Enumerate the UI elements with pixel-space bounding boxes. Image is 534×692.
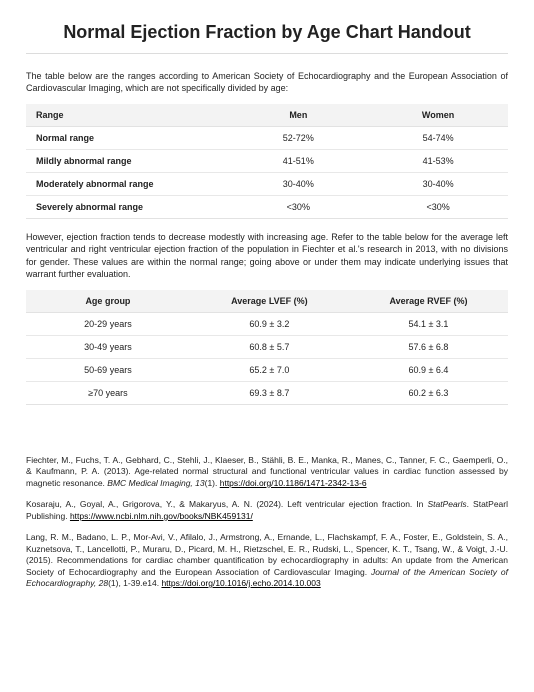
table-cell: 52-72%	[228, 127, 368, 150]
table-cell: ≥70 years	[26, 381, 190, 404]
ref-link[interactable]: https://doi.org/10.1016/j.echo.2014.10.0…	[161, 578, 320, 588]
intro-paragraph: The table below are the ranges according…	[26, 70, 508, 94]
reference-entry: Fiechter, M., Fuchs, T. A., Gebhard, C.,…	[26, 455, 508, 489]
references-section: Fiechter, M., Fuchs, T. A., Gebhard, C.,…	[26, 455, 508, 590]
table-row: Normal range52-72%54-74%	[26, 127, 508, 150]
ref-italic: BMC Medical Imaging, 13	[107, 478, 204, 488]
table-cell: Mildly abnormal range	[26, 150, 228, 173]
ref-post: (1), 1-39.e14.	[108, 578, 161, 588]
table-row: ≥70 years69.3 ± 8.760.2 ± 6.3	[26, 381, 508, 404]
title-divider	[26, 53, 508, 54]
table-row: 30-49 years60.8 ± 5.757.6 ± 6.8	[26, 335, 508, 358]
table-cell: <30%	[228, 196, 368, 219]
table-cell: 30-40%	[368, 173, 508, 196]
ef-range-table: Range Men Women Normal range52-72%54-74%…	[26, 104, 508, 219]
table-cell: Normal range	[26, 127, 228, 150]
t1-header-range: Range	[26, 104, 228, 127]
ef-age-table: Age group Average LVEF (%) Average RVEF …	[26, 290, 508, 405]
table-cell: 60.8 ± 5.7	[190, 335, 349, 358]
t1-header-men: Men	[228, 104, 368, 127]
table-cell: 65.2 ± 7.0	[190, 358, 349, 381]
t1-header-women: Women	[368, 104, 508, 127]
t2-header-lvef: Average LVEF (%)	[190, 290, 349, 313]
table-cell: 60.9 ± 6.4	[349, 358, 508, 381]
ref-post: (1).	[205, 478, 220, 488]
table-header-row: Range Men Women	[26, 104, 508, 127]
page-title: Normal Ejection Fraction by Age Chart Ha…	[26, 22, 508, 43]
t1-body: Normal range52-72%54-74%Mildly abnormal …	[26, 127, 508, 219]
table-cell: 41-51%	[228, 150, 368, 173]
table-cell: 57.6 ± 6.8	[349, 335, 508, 358]
table-cell: 60.9 ± 3.2	[190, 312, 349, 335]
table-cell: Severely abnormal range	[26, 196, 228, 219]
table-cell: 54.1 ± 3.1	[349, 312, 508, 335]
table-row: Mildly abnormal range41-51%41-53%	[26, 150, 508, 173]
t2-body: 20-29 years60.9 ± 3.254.1 ± 3.130-49 yea…	[26, 312, 508, 404]
t2-header-age: Age group	[26, 290, 190, 313]
table-cell: 20-29 years	[26, 312, 190, 335]
table-cell: 50-69 years	[26, 358, 190, 381]
reference-entry: Lang, R. M., Badano, L. P., Mor-Avi, V.,…	[26, 532, 508, 589]
table-row: Moderately abnormal range30-40%30-40%	[26, 173, 508, 196]
ref-link[interactable]: https://doi.org/10.1186/1471-2342-13-6	[220, 478, 367, 488]
ref-italic: StatPearls	[427, 499, 466, 509]
table-row: Severely abnormal range<30%<30%	[26, 196, 508, 219]
ref-link[interactable]: https://www.ncbi.nlm.nih.gov/books/NBK45…	[70, 511, 253, 521]
table-cell: 54-74%	[368, 127, 508, 150]
table-cell: <30%	[368, 196, 508, 219]
table-cell: 69.3 ± 8.7	[190, 381, 349, 404]
table-row: 20-29 years60.9 ± 3.254.1 ± 3.1	[26, 312, 508, 335]
table-cell: 60.2 ± 6.3	[349, 381, 508, 404]
t2-header-rvef: Average RVEF (%)	[349, 290, 508, 313]
table-cell: 30-49 years	[26, 335, 190, 358]
table-cell: Moderately abnormal range	[26, 173, 228, 196]
ref-pre: Kosaraju, A., Goyal, A., Grigorova, Y., …	[26, 499, 427, 509]
mid-paragraph: However, ejection fraction tends to decr…	[26, 231, 508, 280]
table-row: 50-69 years65.2 ± 7.060.9 ± 6.4	[26, 358, 508, 381]
reference-entry: Kosaraju, A., Goyal, A., Grigorova, Y., …	[26, 499, 508, 522]
table-header-row: Age group Average LVEF (%) Average RVEF …	[26, 290, 508, 313]
table-cell: 41-53%	[368, 150, 508, 173]
page-container: Normal Ejection Fraction by Age Chart Ha…	[0, 0, 534, 620]
table-cell: 30-40%	[228, 173, 368, 196]
